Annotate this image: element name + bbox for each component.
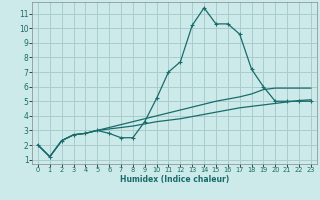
- X-axis label: Humidex (Indice chaleur): Humidex (Indice chaleur): [120, 175, 229, 184]
